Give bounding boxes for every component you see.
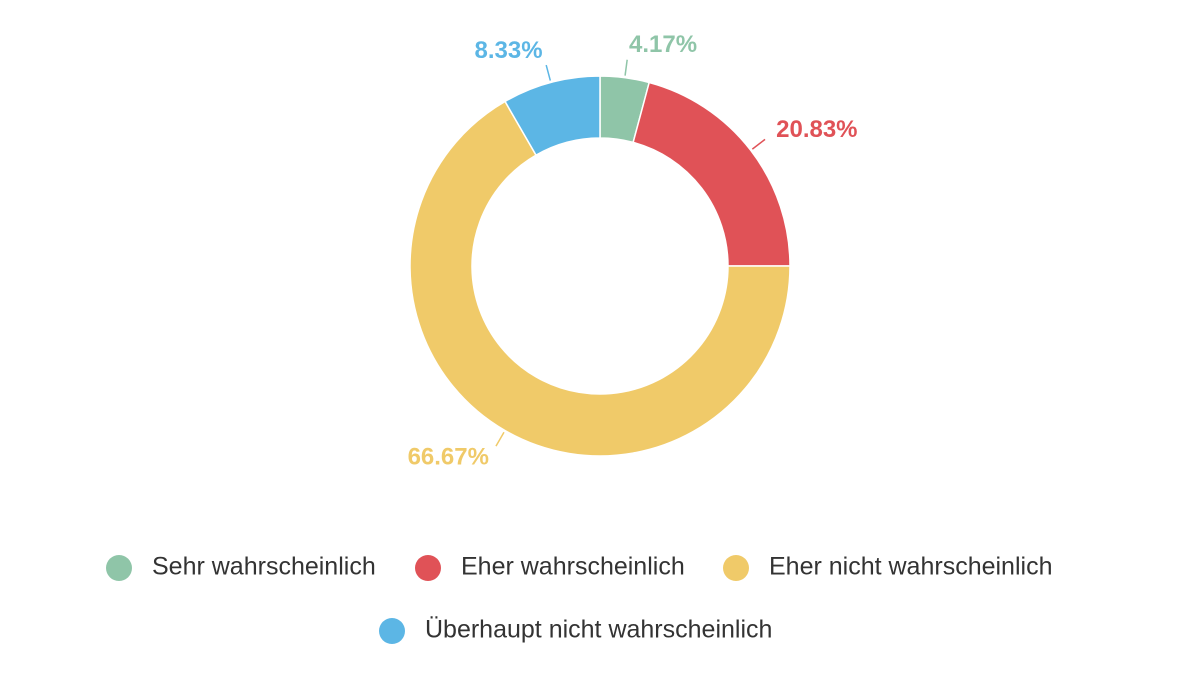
value-label: 20.83% bbox=[776, 116, 857, 143]
leader-line bbox=[624, 59, 628, 76]
legend-label: Eher wahrscheinlich bbox=[461, 553, 685, 581]
legend-marker bbox=[723, 555, 749, 581]
value-label: 66.67% bbox=[408, 444, 489, 471]
legend-marker bbox=[106, 555, 132, 581]
leader-line bbox=[495, 431, 505, 447]
legend-label: Sehr wahrscheinlich bbox=[152, 553, 376, 581]
legend-marker bbox=[415, 555, 441, 581]
legend-marker bbox=[379, 618, 405, 644]
donut-slice bbox=[632, 81, 791, 267]
donut-slice bbox=[409, 100, 791, 457]
leader-line bbox=[545, 64, 552, 81]
leader-line bbox=[751, 138, 766, 150]
legend-label: Eher nicht wahrscheinlich bbox=[769, 553, 1052, 581]
legend-label: Überhaupt nicht wahrscheinlich bbox=[425, 616, 772, 644]
value-label: 4.17% bbox=[629, 31, 697, 58]
value-label: 8.33% bbox=[475, 37, 543, 64]
donut-slice bbox=[504, 75, 601, 157]
